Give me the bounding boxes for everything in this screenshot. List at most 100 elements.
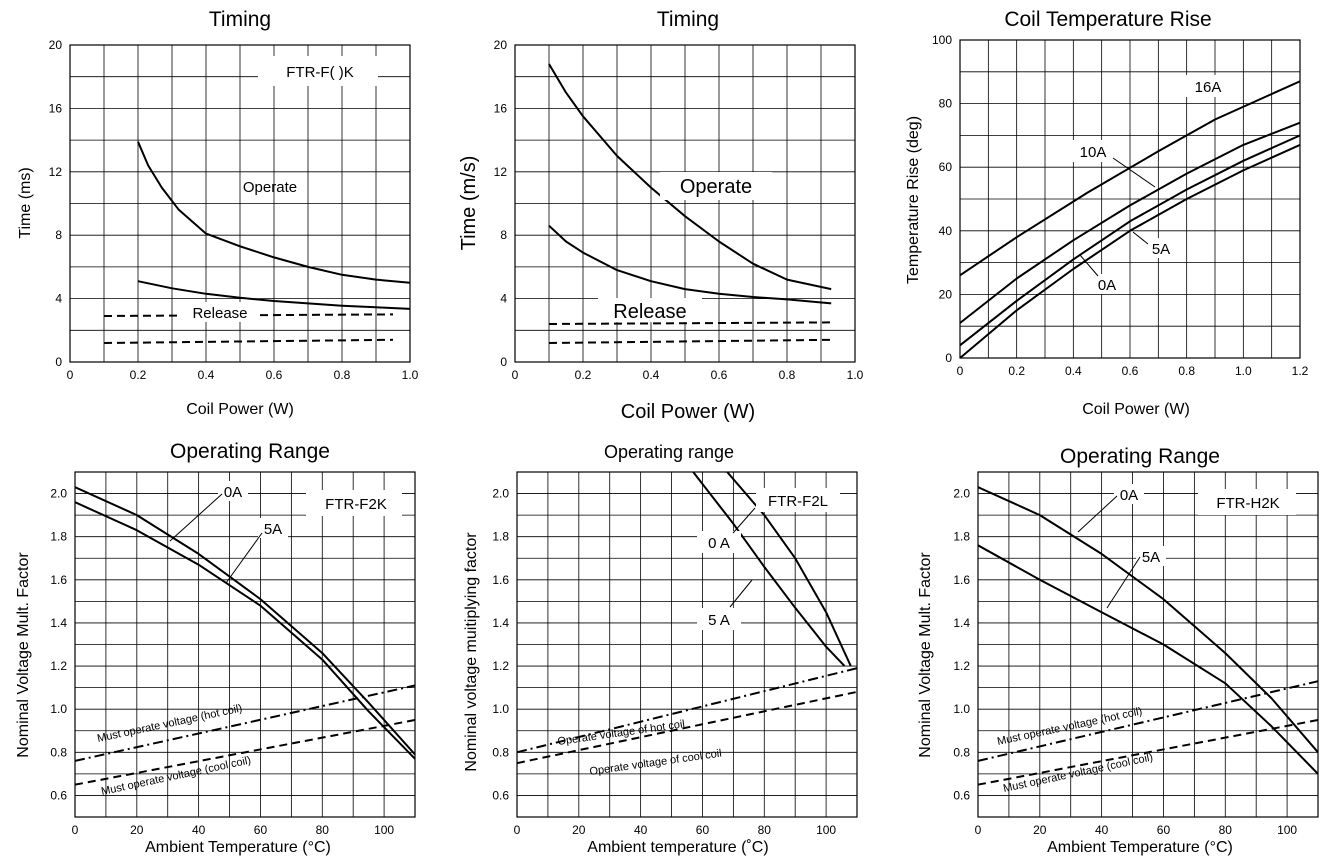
model-label: FTR-F( )K	[286, 64, 353, 81]
chart-title: Timing	[209, 8, 271, 31]
series-line	[75, 684, 415, 762]
y-axis-label: Nominal Voltage Mult. Factor	[15, 552, 32, 758]
y-tick-label: 1.4	[953, 616, 970, 630]
chart-operating-range-ftr-h2k: 0 20 40 60 80 100 0.6 0.8 1.0 1.2 1.4 1.6 1.8 2.0 Ope…	[917, 445, 1319, 856]
plot-frame	[74, 471, 416, 818]
x-tick-label: 80	[316, 823, 330, 837]
model-label: FTR-F2K	[325, 496, 387, 513]
y-tick-label: 1.2	[492, 659, 509, 673]
x-tick-label: 0	[67, 368, 74, 382]
x-tick-label: 0	[512, 368, 519, 382]
y-tick-label: 1.6	[50, 573, 67, 587]
label-0a-bg	[697, 531, 741, 553]
label-5a-bg	[697, 608, 741, 630]
y-tick-label: 1.4	[50, 616, 67, 630]
x-tick-label: 100	[816, 823, 836, 837]
x-tick-label: 0.2	[1008, 364, 1025, 378]
x-tick-label: 60	[696, 823, 710, 837]
y-tick-label: 0	[55, 355, 62, 369]
x-tick-label: 40	[634, 823, 648, 837]
series-line	[75, 719, 415, 786]
series-line	[137, 141, 410, 284]
x-tick-label: 1.0	[1235, 364, 1252, 378]
chart-operating-range-ftr-f2k: 0 20 40 60 80 100 0.6 0.8 1.0 1.2 1.4 1.6 1.8 2.0 Ope…	[15, 440, 416, 856]
series-line	[960, 143, 1300, 358]
x-tick-label: 20	[130, 823, 144, 837]
y-tick-label: 12	[494, 165, 508, 179]
y-tick-label: 16	[49, 101, 63, 115]
leader-5a	[1106, 556, 1141, 609]
series-line	[960, 134, 1300, 347]
y-tick-label: 1.6	[953, 573, 970, 587]
leader-5a	[729, 579, 753, 608]
x-tick-label: 1.0	[402, 368, 419, 382]
y-tick-label: 12	[49, 165, 63, 179]
leader-0a	[1077, 495, 1118, 533]
x-tick-label: 0.4	[1065, 364, 1082, 378]
x-tick-label: 1.2	[1292, 364, 1309, 378]
y-tick-label: 2.0	[953, 487, 970, 501]
leader-0a	[169, 493, 223, 542]
series-line	[548, 63, 832, 291]
plot-area: 0 20 40 60 80 100 0.6 0.8 1.0 1.2 1.4 1.6 1.8 2.0	[50, 471, 416, 837]
x-tick-label: 100	[1277, 823, 1297, 837]
x-tick-label: 1.0	[847, 368, 864, 382]
plot-area: 0 0.2 0.4 0.6 0.8 1.0 0 4 8 12 16 20	[49, 38, 419, 382]
y-tick-label: 8	[55, 228, 62, 242]
y-tick-label: 0	[945, 351, 952, 365]
operate-label: Operate	[680, 176, 752, 198]
y-tick-label: 1.6	[492, 573, 509, 587]
x-axis-label: Ambient Temperature (°C)	[145, 839, 331, 856]
y-tick-label: 20	[939, 287, 953, 301]
hot-coil-label: Operate voltage of hot coil	[557, 718, 686, 748]
leader-0a	[1079, 254, 1099, 277]
y-tick-label: 1.4	[492, 616, 509, 630]
label-0a: 0 A	[708, 535, 730, 552]
label-0a: 0A	[224, 484, 242, 501]
label-0a-bg	[1092, 274, 1122, 294]
model-label: FTR-H2K	[1216, 495, 1279, 512]
y-tick-label: 1.8	[953, 530, 970, 544]
x-tick-label: 80	[1219, 823, 1233, 837]
x-axis-label: Coil Power (W)	[621, 401, 755, 423]
x-axis-label: Ambient temperature (˚C)	[587, 839, 768, 856]
x-tick-label: 0.6	[1122, 364, 1139, 378]
release-label: Release	[613, 301, 686, 323]
y-tick-label: 1.8	[492, 530, 509, 544]
series-line	[548, 321, 832, 325]
chart-timing-2: 0 0.2 0.4 0.6 0.8 1.0 0 4 8 12 16 20 Timing Coil Po…	[458, 8, 864, 423]
label-5a-bg	[258, 518, 288, 538]
leader-5a	[1132, 231, 1149, 245]
plot-area: 0 0.2 0.4 0.6 0.8 1.0 1.2 0 20 40 60 80 100	[932, 33, 1309, 378]
y-tick-label: 20	[494, 38, 508, 52]
series-line	[978, 486, 1318, 753]
y-axis-label: Time (ms)	[17, 167, 34, 238]
y-tick-label: 1.2	[50, 659, 67, 673]
series-line	[726, 472, 852, 667]
plot-frame	[977, 471, 1319, 818]
plot-area: 0 20 40 60 80 100 0.6 0.8 1.0 1.2 1.4 1.6 1.8 2.0	[953, 471, 1319, 837]
label-0a: 0A	[1098, 277, 1116, 294]
series-line	[548, 224, 832, 305]
model-box	[306, 490, 402, 516]
x-tick-label: 0.8	[334, 368, 351, 382]
y-tick-label: 60	[939, 160, 953, 174]
label-5a: 5A	[1152, 241, 1170, 258]
x-tick-label: 20	[572, 823, 586, 837]
y-tick-label: 80	[939, 97, 953, 111]
y-axis-label: Time (m/s)	[458, 156, 480, 251]
chart-title: Operating range	[604, 442, 734, 462]
label-10a: 10A	[1080, 144, 1107, 161]
x-tick-label: 0	[514, 823, 521, 837]
chart-title: Coil Temperature Rise	[1004, 8, 1211, 31]
model-label: FTR-F2L	[768, 493, 828, 510]
series-line	[517, 690, 857, 765]
operate-label: Operate	[243, 179, 297, 196]
x-axis-label: Coil Power (W)	[186, 401, 294, 418]
x-tick-label: 0.2	[575, 368, 592, 382]
label-0a-bg	[218, 481, 248, 501]
plot-frame	[514, 44, 856, 363]
y-tick-label: 2.0	[492, 487, 509, 501]
series-line	[103, 338, 394, 344]
